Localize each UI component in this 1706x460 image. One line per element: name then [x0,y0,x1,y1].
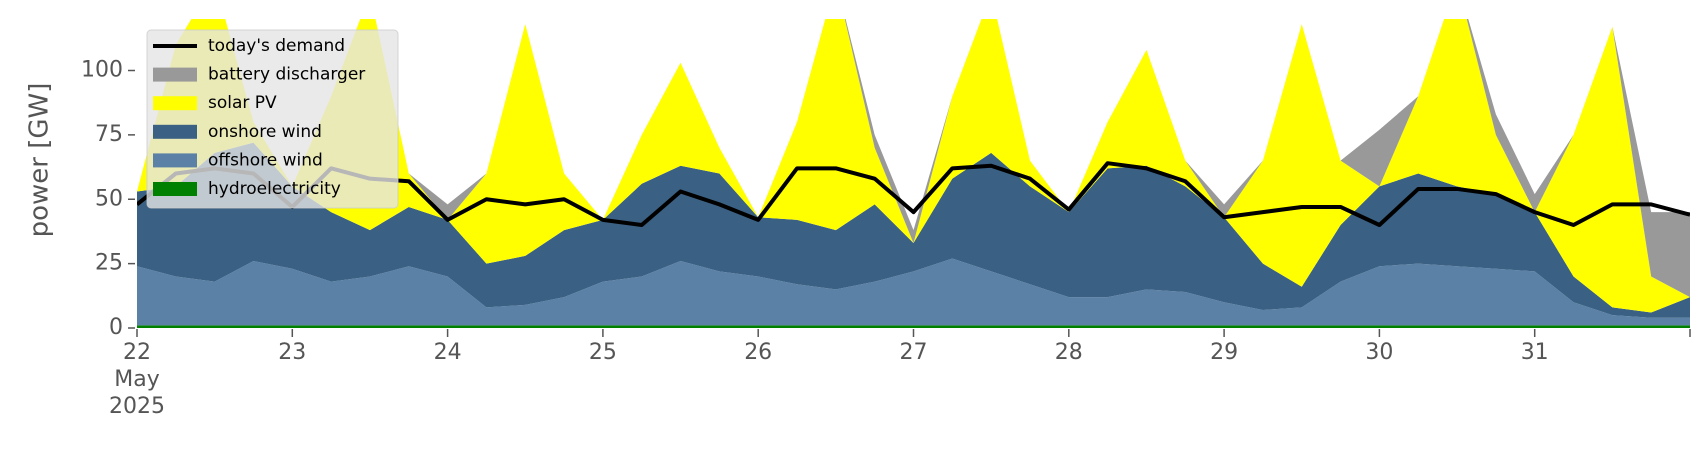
x-tick-label: 24 [434,340,462,365]
y-tick-label: 0 [109,315,123,340]
legend-label: today's demand [208,36,345,56]
y-tick-label: 100 [81,58,123,83]
area [137,258,1690,326]
area [137,325,1690,328]
x-tick-label: 27 [900,340,928,365]
x-tick-label: 26 [744,340,772,365]
x-tick-label: 22 May 2025 [109,340,165,419]
legend-label: solar PV [208,93,277,113]
x-tick-label: 29 [1210,340,1238,365]
y-axis-label: power [GW] [25,83,55,238]
x-tick-label: 28 [1055,340,1083,365]
x-tick-label: 23 [278,340,306,365]
legend-handle [153,67,197,82]
legend-label: offshore wind [208,150,323,170]
legend-box [146,29,399,209]
y-tick-label: 75 [95,122,123,147]
x-tick-label: 25 [589,340,617,365]
x-tick-label: 31 [1521,340,1549,365]
legend-label: battery discharger [208,65,365,85]
legend-handle [153,124,197,139]
y-tick-label: 25 [95,251,123,276]
x-tick-label: 30 [1365,340,1393,365]
legend: today's demand battery discharger solar PV… [146,29,399,209]
area [137,19,1690,313]
area [137,142,1690,318]
legend-handle [153,153,197,168]
legend-label: onshore wind [208,122,322,142]
legend-handle [153,182,197,196]
area [137,19,1690,298]
legend-label: hydroelectricity [208,179,341,199]
y-tick-label: 50 [95,186,123,211]
legend-handle [153,96,197,111]
